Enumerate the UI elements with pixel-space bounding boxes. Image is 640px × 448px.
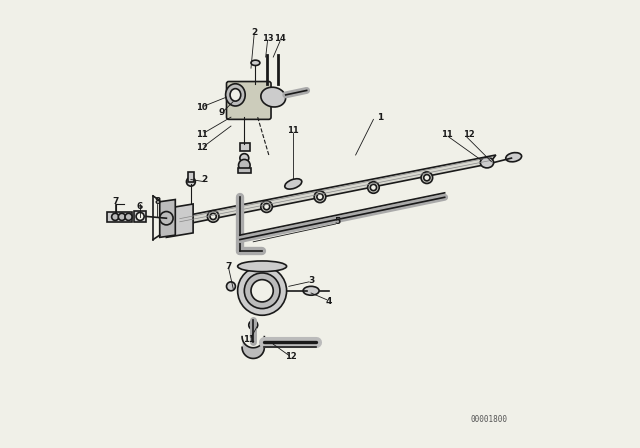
Bar (107, 212, 132, 222)
Text: 7: 7 (225, 262, 232, 271)
Text: 3: 3 (308, 276, 314, 284)
Circle shape (240, 154, 249, 163)
Text: 1: 1 (377, 112, 383, 122)
Polygon shape (160, 199, 175, 237)
Text: 14: 14 (274, 34, 286, 43)
Circle shape (125, 213, 132, 220)
FancyBboxPatch shape (227, 82, 271, 119)
Text: 12: 12 (463, 130, 475, 139)
Polygon shape (175, 155, 496, 226)
Circle shape (317, 194, 323, 200)
Circle shape (260, 201, 273, 212)
Ellipse shape (226, 84, 245, 106)
Circle shape (424, 175, 430, 181)
Text: 10: 10 (196, 103, 207, 112)
Text: 8: 8 (154, 197, 161, 206)
Bar (237, 168, 251, 173)
Text: 11: 11 (196, 130, 207, 139)
Text: 6: 6 (136, 202, 143, 211)
Circle shape (227, 282, 236, 291)
Circle shape (186, 177, 195, 186)
Ellipse shape (285, 179, 302, 189)
Circle shape (111, 213, 119, 220)
Circle shape (118, 213, 125, 220)
Circle shape (314, 191, 326, 202)
Circle shape (367, 182, 380, 193)
Text: 12: 12 (196, 143, 207, 152)
Text: 11: 11 (243, 335, 255, 344)
Circle shape (249, 321, 258, 330)
Bar (134, 211, 147, 222)
Text: 2: 2 (251, 28, 257, 37)
Bar (240, 142, 250, 151)
Text: 11: 11 (287, 126, 299, 135)
Circle shape (251, 280, 273, 302)
Ellipse shape (237, 261, 287, 271)
Circle shape (210, 213, 216, 220)
Ellipse shape (303, 286, 319, 295)
Circle shape (136, 212, 144, 220)
Bar (188, 172, 193, 182)
Ellipse shape (480, 157, 493, 168)
Circle shape (207, 211, 219, 222)
Circle shape (239, 159, 250, 171)
Circle shape (421, 172, 433, 184)
Circle shape (244, 273, 280, 309)
Text: 9: 9 (219, 108, 225, 117)
Ellipse shape (251, 60, 260, 65)
Text: 4: 4 (326, 297, 332, 306)
Text: 11: 11 (441, 130, 452, 139)
Ellipse shape (230, 89, 241, 101)
Circle shape (264, 203, 269, 210)
Circle shape (160, 211, 173, 225)
Text: 2: 2 (201, 175, 207, 184)
Text: 12: 12 (285, 352, 297, 361)
Text: 7: 7 (112, 197, 118, 206)
Ellipse shape (261, 87, 285, 107)
Polygon shape (166, 204, 193, 237)
Text: 5: 5 (335, 217, 341, 226)
Ellipse shape (506, 153, 522, 162)
Text: 13: 13 (262, 34, 273, 43)
Text: 00001800: 00001800 (470, 415, 508, 424)
Circle shape (237, 266, 287, 315)
Circle shape (371, 185, 376, 190)
